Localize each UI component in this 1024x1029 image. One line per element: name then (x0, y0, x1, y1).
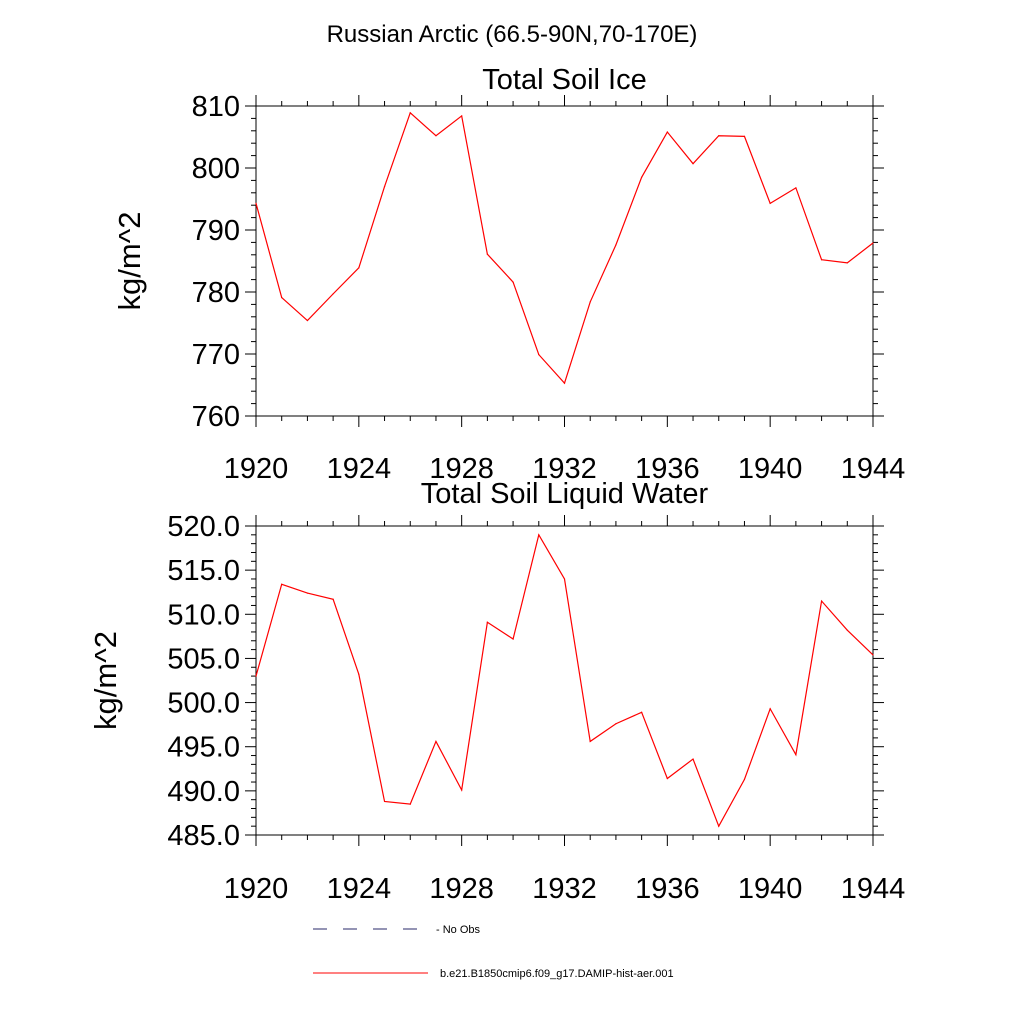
x-tick-label: 1932 (532, 453, 597, 485)
data-point (383, 800, 386, 803)
data-point (820, 600, 823, 602)
panel-1: Total Soil Ice kg/m^2 1920 1924 1928 1932 1936… (112, 64, 905, 485)
data-point (820, 259, 823, 261)
data-point (435, 135, 437, 137)
data-point (409, 803, 411, 805)
y-tick-label: 790 (192, 215, 240, 247)
data-point (409, 112, 411, 114)
x-tick-label: 1932 (532, 873, 597, 905)
x-tick-label: 1940 (738, 873, 803, 905)
data-point (538, 354, 540, 356)
data-point (615, 244, 617, 246)
y-tick-label: 490.0 (167, 776, 240, 808)
legend-label: - No Obs (436, 924, 481, 936)
data-point (512, 638, 514, 640)
y-tick-label: 770 (192, 339, 240, 371)
data-point (332, 598, 334, 600)
data-point (666, 777, 668, 780)
data-point (461, 789, 463, 791)
data-point (358, 673, 360, 675)
data-point (486, 253, 488, 255)
data-point (769, 708, 771, 710)
data-point (281, 583, 283, 585)
data-point (358, 267, 360, 269)
data-point (435, 740, 437, 743)
x-tick-label: 1920 (224, 873, 289, 905)
figure-title: Russian Arctic (66.5-90N,70-170E) (327, 21, 698, 48)
legend: - No Obs b.e21.B1850cmip6.f09_g17.DAMIP-h… (313, 924, 674, 980)
data-point (692, 758, 694, 760)
data-point (306, 319, 309, 322)
data-point (718, 825, 720, 827)
plot-frame (255, 525, 874, 836)
data-point (641, 711, 643, 713)
data-point (743, 778, 746, 780)
data-point (255, 202, 257, 204)
data-point (743, 135, 746, 137)
data-point (486, 621, 488, 623)
y-axis-label: kg/m^2 (88, 631, 123, 730)
y-tick-label: 515.0 (167, 555, 240, 587)
panel-title: Total Soil Ice (482, 64, 646, 96)
x-tick-label: 1928 (429, 873, 494, 905)
y-tick-label: 485.0 (167, 820, 240, 852)
y-tick-label: 800 (192, 153, 240, 185)
data-point (563, 578, 566, 580)
data-point (795, 187, 797, 189)
y-tick-label: 810 (192, 91, 240, 123)
data-point (846, 629, 848, 631)
y-tick-label: 760 (192, 401, 240, 433)
y-tick-label: 495.0 (167, 732, 240, 764)
y-tick-label: 505.0 (167, 643, 240, 675)
panel-title: Total Soil Liquid Water (421, 478, 709, 510)
data-point (383, 186, 386, 188)
x-tick-label: 1944 (841, 453, 906, 485)
data-point (461, 115, 463, 117)
data-point (666, 131, 668, 133)
data-point (692, 163, 694, 165)
x-tick-label: 1924 (327, 873, 392, 905)
data-point (589, 740, 591, 743)
x-tick-label: 1940 (738, 453, 803, 485)
x-tick-label: 1928 (429, 453, 494, 485)
y-tick-label: 780 (192, 277, 240, 309)
data-point (563, 382, 566, 384)
data-point (615, 723, 617, 725)
x-tick-label: 1936 (635, 873, 700, 905)
y-tick-label: 510.0 (167, 599, 240, 631)
data-point (641, 176, 643, 178)
y-tick-label: 520.0 (167, 511, 240, 543)
data-point (769, 202, 771, 204)
data-point (255, 675, 257, 677)
y-tick-label: 500.0 (167, 688, 240, 720)
data-point (589, 301, 591, 303)
data-point (281, 296, 283, 299)
series-line (255, 111, 874, 385)
data-point (718, 135, 720, 137)
legend-label: b.e21.B1850cmip6.f09_g17.DAMIP-hist-aer.… (440, 968, 674, 980)
x-tick-label: 1944 (841, 873, 906, 905)
data-point (872, 654, 874, 656)
data-point (512, 281, 514, 283)
data-point (306, 592, 309, 594)
x-tick-label: 1936 (635, 453, 700, 485)
data-point (795, 754, 797, 756)
data-point (872, 242, 874, 244)
y-axis-label: kg/m^2 (112, 212, 147, 311)
plot-frame (255, 105, 874, 417)
data-point (538, 534, 540, 536)
data-point (846, 262, 848, 264)
data-point (332, 293, 334, 295)
x-tick-label: 1920 (224, 453, 289, 485)
x-tick-label: 1924 (327, 453, 392, 485)
panel-2: Total Soil Liquid Water kg/m^2 1920 1924 192… (88, 478, 905, 905)
